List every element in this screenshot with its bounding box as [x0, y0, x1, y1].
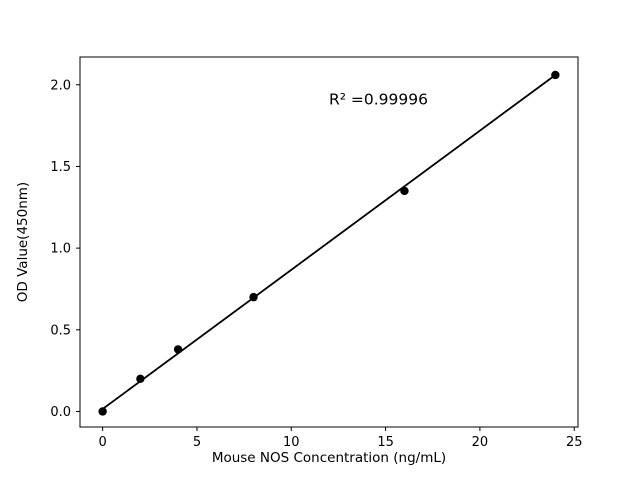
- data-point: [400, 186, 409, 196]
- x-tick-label: 15: [377, 435, 394, 450]
- plot-border: [79, 56, 579, 428]
- y-axis-label: OD Value(450nm): [15, 182, 31, 302]
- x-tick-label: 5: [193, 435, 201, 450]
- r-squared-annotation: R² =0.99996: [329, 90, 428, 108]
- data-point: [551, 70, 560, 80]
- data-point: [249, 292, 258, 302]
- y-tick-label: 0.5: [50, 323, 71, 338]
- data-point: [173, 345, 183, 354]
- data-point: [98, 407, 107, 416]
- y-tick-label: 0.0: [50, 405, 71, 420]
- x-tick-label: 10: [283, 435, 300, 450]
- fit-line: [102, 74, 556, 410]
- y-tick-label: 1.5: [50, 160, 71, 175]
- data-point: [136, 374, 145, 384]
- x-tick-label: 25: [566, 435, 583, 450]
- x-tick-label: 20: [472, 435, 489, 450]
- x-axis-label: Mouse NOS Concentration (ng/mL): [212, 450, 446, 466]
- y-tick-label: 1.0: [50, 242, 71, 257]
- y-tick-label: 2.0: [50, 78, 71, 93]
- x-tick-label: 0: [98, 435, 106, 450]
